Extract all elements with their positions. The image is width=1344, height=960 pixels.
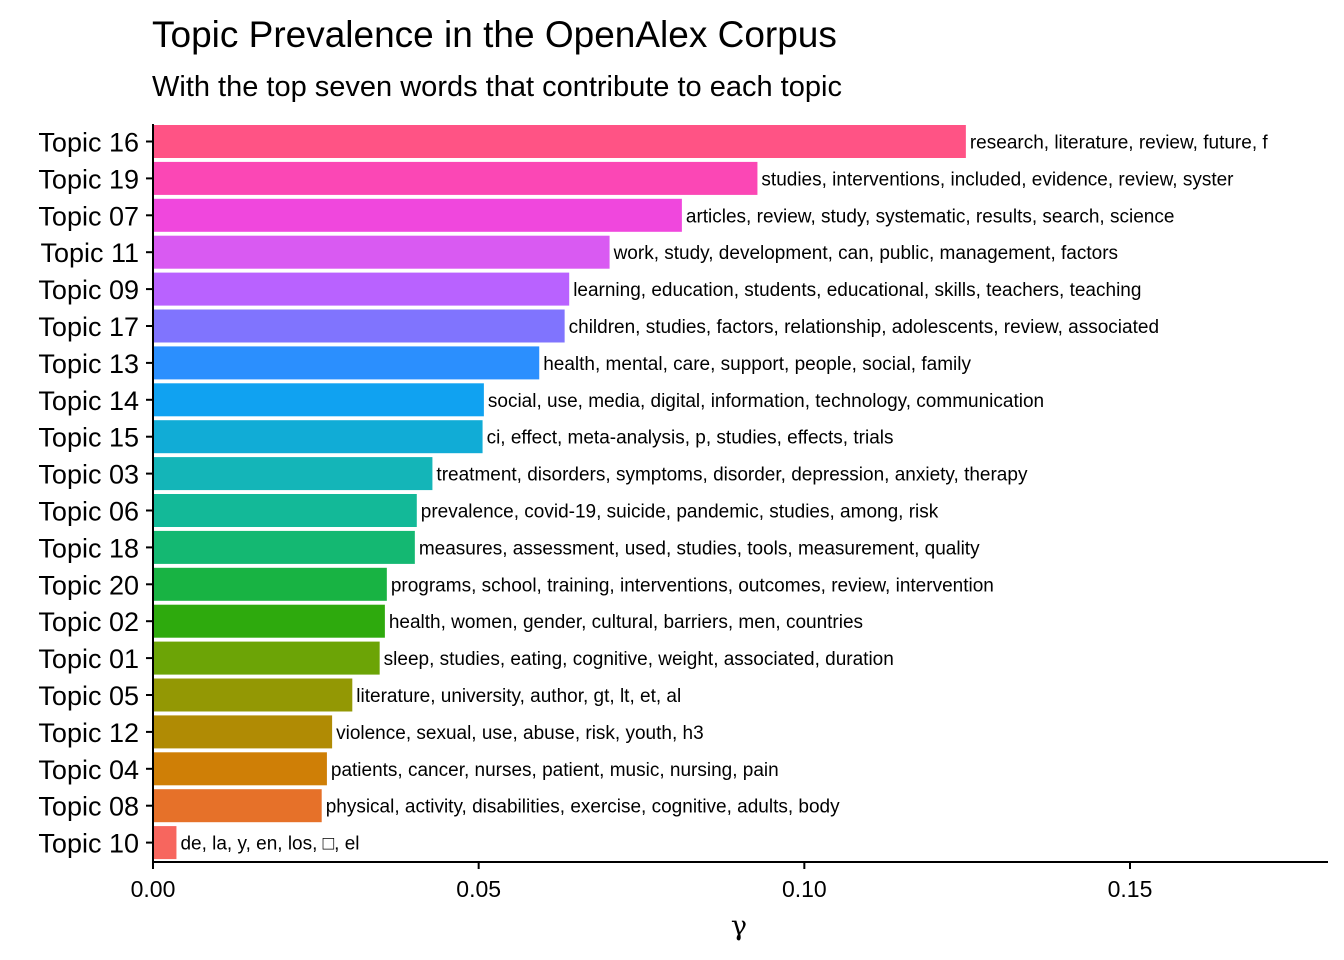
bar-topic-09	[153, 272, 570, 306]
bar-word-label: ci, effect, meta-analysis, p, studies, e…	[487, 428, 894, 449]
bar-word-label: prevalence, covid-19, suicide, pandemic,…	[421, 502, 939, 523]
bar-topic-19	[153, 161, 758, 195]
bar-word-label: articles, review, study, systematic, res…	[686, 206, 1175, 227]
bar-topic-04	[153, 752, 327, 786]
chart-title: Topic Prevalence in the OpenAlex Corpus	[152, 14, 837, 55]
bar-word-label: research, literature, review, future, f	[970, 133, 1269, 154]
bar-topic-12	[153, 715, 333, 749]
bar-word-label: health, mental, care, support, people, s…	[543, 354, 971, 375]
y-tick-label: Topic 13	[38, 349, 139, 379]
y-tick-label: Topic 06	[38, 497, 139, 527]
bar-topic-15	[153, 420, 483, 454]
bar-word-label: programs, school, training, intervention…	[391, 575, 994, 596]
bar-word-label: patients, cancer, nurses, patient, music…	[331, 760, 779, 781]
bar-word-label: learning, education, students, education…	[573, 280, 1141, 301]
bar-topic-10	[153, 826, 177, 860]
bar-word-label: violence, sexual, use, abuse, risk, yout…	[336, 723, 704, 744]
y-tick-label: Topic 07	[38, 201, 139, 231]
bar-word-label: studies, interventions, included, eviden…	[761, 169, 1234, 190]
bar-topic-17	[153, 309, 565, 343]
chart-subtitle: With the top seven words that contribute…	[152, 71, 842, 103]
bar-word-label: children, studies, factors, relationship…	[569, 317, 1159, 338]
bar-topic-03	[153, 457, 433, 491]
bar-topic-02	[153, 604, 385, 638]
y-tick-label: Topic 10	[38, 829, 139, 859]
x-tick-label: 0.05	[456, 876, 501, 902]
y-tick-label: Topic 02	[38, 607, 139, 637]
x-tick-label: 0.10	[782, 876, 827, 902]
y-tick-label: Topic 03	[38, 460, 139, 490]
bar-topic-13	[153, 346, 540, 380]
y-tick-label: Topic 15	[38, 423, 139, 453]
bar-topic-06	[153, 494, 417, 527]
bar-topic-14	[153, 383, 484, 417]
bar-word-label: treatment, disorders, symptoms, disorder…	[436, 465, 1028, 486]
y-tick-label: Topic 20	[38, 570, 139, 600]
bar-topic-16	[153, 125, 966, 158]
y-tick-label: Topic 08	[38, 792, 139, 822]
y-tick-label: Topic 05	[38, 681, 139, 711]
bar-word-label: health, women, gender, cultural, barrier…	[389, 612, 863, 633]
x-tick-label: 0.00	[131, 876, 176, 902]
x-tick-label: 0.15	[1108, 876, 1153, 902]
bar-topic-07	[153, 198, 682, 232]
y-tick-label: Topic 17	[38, 312, 139, 342]
y-tick-label: Topic 14	[38, 386, 139, 416]
bar-word-label: literature, university, author, gt, lt, …	[356, 686, 681, 707]
bar-topic-18	[153, 530, 415, 564]
y-tick-label: Topic 04	[38, 755, 139, 785]
bar-topic-05	[153, 678, 353, 712]
x-axis-title: γ	[731, 911, 747, 942]
y-tick-label: Topic 11	[40, 238, 139, 268]
y-tick-label: Topic 09	[38, 275, 139, 305]
bar-word-label: de, la, y, en, los, □, el	[180, 834, 359, 855]
bar-word-label: physical, activity, disabilities, exerci…	[326, 797, 840, 818]
y-tick-label: Topic 18	[38, 533, 139, 563]
bar-topic-08	[153, 789, 322, 823]
bar-word-label: social, use, media, digital, information…	[488, 391, 1044, 412]
bar-topic-01	[153, 641, 380, 675]
bar-topic-20	[153, 567, 387, 601]
bar-word-label: work, study, development, can, public, m…	[613, 243, 1118, 264]
y-tick-label: Topic 16	[38, 128, 139, 158]
bar-word-label: measures, assessment, used, studies, too…	[419, 538, 980, 559]
y-tick-label: Topic 01	[38, 644, 139, 674]
y-tick-label: Topic 19	[38, 164, 139, 194]
y-tick-label: Topic 12	[38, 718, 139, 748]
bar-word-label: sleep, studies, eating, cognitive, weigh…	[384, 649, 894, 670]
bar-topic-11	[153, 235, 610, 269]
